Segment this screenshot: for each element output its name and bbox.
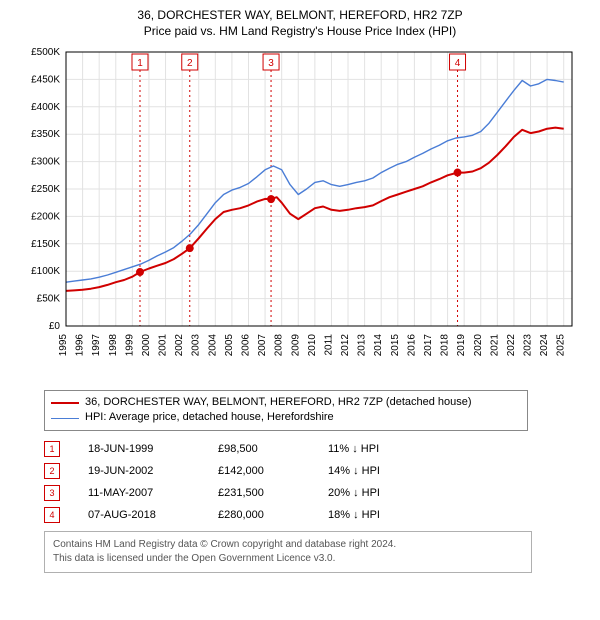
svg-text:2022: 2022	[506, 334, 517, 357]
svg-text:2014: 2014	[373, 334, 384, 357]
sale-price: £142,000	[218, 465, 328, 477]
legend-label: HPI: Average price, detached house, Here…	[85, 410, 334, 425]
legend-label: 36, DORCHESTER WAY, BELMONT, HEREFORD, H…	[85, 395, 472, 410]
chart: £0 £50K £100K £150K £200K £250K £300K £350K £400…	[20, 44, 580, 384]
sale-date: 18-JUN-1999	[88, 443, 218, 455]
svg-text:1996: 1996	[75, 334, 86, 357]
table-row: 2 19-JUN-2002 £142,000 14% ↓ HPI	[44, 463, 580, 479]
svg-text:1: 1	[137, 58, 143, 69]
svg-text:2012: 2012	[340, 334, 351, 357]
legend-swatch	[51, 418, 79, 419]
svg-text:2003: 2003	[191, 334, 202, 357]
svg-text:£250K: £250K	[31, 184, 60, 195]
svg-text:2020: 2020	[473, 334, 484, 357]
title-block: 36, DORCHESTER WAY, BELMONT, HEREFORD, H…	[0, 0, 600, 40]
svg-text:£300K: £300K	[31, 157, 60, 168]
svg-text:2006: 2006	[240, 334, 251, 357]
legend-swatch	[51, 402, 79, 404]
svg-text:£150K: £150K	[31, 239, 60, 250]
svg-text:2008: 2008	[274, 334, 285, 357]
svg-text:2013: 2013	[357, 334, 368, 357]
sale-date: 07-AUG-2018	[88, 509, 218, 521]
svg-text:£100K: £100K	[31, 266, 60, 277]
sale-price: £280,000	[218, 509, 328, 521]
svg-text:2010: 2010	[307, 334, 318, 357]
chart-container: 36, DORCHESTER WAY, BELMONT, HEREFORD, H…	[0, 0, 600, 573]
legend-item: HPI: Average price, detached house, Here…	[51, 410, 521, 425]
marker-badge: 4	[44, 507, 60, 523]
sale-diff: 11% ↓ HPI	[328, 443, 438, 455]
svg-text:1995: 1995	[58, 334, 69, 357]
svg-text:2019: 2019	[456, 334, 467, 357]
svg-text:2018: 2018	[440, 334, 451, 357]
svg-text:£350K: £350K	[31, 129, 60, 140]
svg-text:2025: 2025	[556, 334, 567, 357]
svg-text:3: 3	[268, 58, 274, 69]
svg-text:2007: 2007	[257, 334, 268, 357]
legend-item: 36, DORCHESTER WAY, BELMONT, HEREFORD, H…	[51, 395, 521, 410]
svg-text:2021: 2021	[489, 334, 500, 357]
marker-badge: 2	[44, 463, 60, 479]
sale-diff: 14% ↓ HPI	[328, 465, 438, 477]
footer-line: This data is licensed under the Open Gov…	[53, 552, 523, 566]
svg-text:2023: 2023	[523, 334, 534, 357]
svg-text:2: 2	[187, 58, 193, 69]
table-row: 1 18-JUN-1999 £98,500 11% ↓ HPI	[44, 441, 580, 457]
sale-date: 11-MAY-2007	[88, 487, 218, 499]
sale-date: 19-JUN-2002	[88, 465, 218, 477]
legend: 36, DORCHESTER WAY, BELMONT, HEREFORD, H…	[44, 390, 528, 431]
svg-text:1997: 1997	[91, 334, 102, 357]
svg-text:£0: £0	[49, 321, 61, 332]
svg-text:2011: 2011	[323, 334, 334, 356]
svg-text:2015: 2015	[390, 334, 401, 357]
marker-badge: 1	[44, 441, 60, 457]
svg-text:2002: 2002	[174, 334, 185, 357]
svg-text:£450K: £450K	[31, 74, 60, 85]
svg-text:2001: 2001	[158, 334, 169, 357]
title-subtitle: Price paid vs. HM Land Registry's House …	[10, 24, 590, 38]
chart-svg: £0 £50K £100K £150K £200K £250K £300K £350K £400…	[20, 44, 580, 384]
svg-text:£50K: £50K	[37, 294, 61, 305]
sales-table: 1 18-JUN-1999 £98,500 11% ↓ HPI 2 19-JUN…	[44, 441, 580, 523]
svg-text:1998: 1998	[108, 334, 119, 357]
svg-text:2009: 2009	[290, 334, 301, 357]
sale-price: £98,500	[218, 443, 328, 455]
marker-badge: 3	[44, 485, 60, 501]
table-row: 3 11-MAY-2007 £231,500 20% ↓ HPI	[44, 485, 580, 501]
svg-text:4: 4	[455, 58, 461, 69]
sale-diff: 20% ↓ HPI	[328, 487, 438, 499]
svg-text:£500K: £500K	[31, 47, 60, 58]
footer-line: Contains HM Land Registry data © Crown c…	[53, 538, 523, 552]
sale-price: £231,500	[218, 487, 328, 499]
table-row: 4 07-AUG-2018 £280,000 18% ↓ HPI	[44, 507, 580, 523]
svg-text:£200K: £200K	[31, 211, 60, 222]
title-address: 36, DORCHESTER WAY, BELMONT, HEREFORD, H…	[10, 8, 590, 22]
svg-text:2000: 2000	[141, 334, 152, 357]
svg-text:2017: 2017	[423, 334, 434, 357]
attribution-footer: Contains HM Land Registry data © Crown c…	[44, 531, 532, 573]
svg-text:2005: 2005	[224, 334, 235, 357]
sale-diff: 18% ↓ HPI	[328, 509, 438, 521]
svg-text:2016: 2016	[406, 334, 417, 357]
svg-text:2004: 2004	[207, 334, 218, 357]
svg-text:£400K: £400K	[31, 102, 60, 113]
svg-text:2024: 2024	[539, 334, 550, 357]
svg-text:1999: 1999	[124, 334, 135, 357]
